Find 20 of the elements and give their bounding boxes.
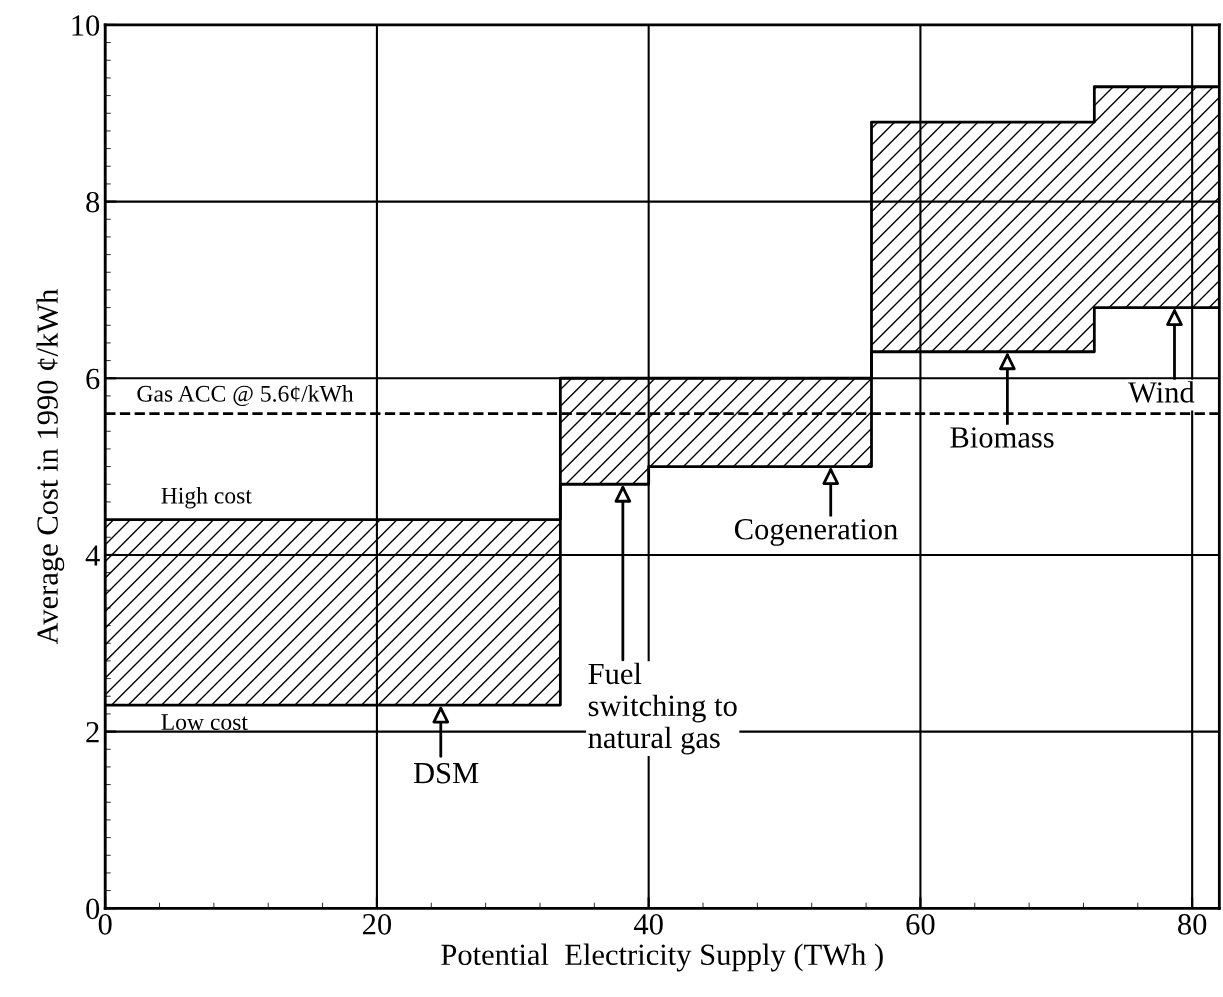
annotation: Fuel switching to natural gas xyxy=(588,662,737,755)
y-axis-title: Average Cost in 1990 ¢/kWh xyxy=(36,289,65,645)
annotation: Wind xyxy=(1128,381,1195,403)
annotation: DSM xyxy=(413,762,479,784)
y-tick-label: 4 xyxy=(85,545,100,566)
x-tick-label: 80 xyxy=(1178,914,1207,935)
ref-line-label: Gas ACC @ 5.6¢/kWh xyxy=(137,385,354,406)
x-axis-title: Potential Electricity Supply (TWh ) xyxy=(441,943,883,972)
series-label: Low cost xyxy=(161,714,248,731)
x-tick-label: 60 xyxy=(906,914,935,935)
y-tick-label: 8 xyxy=(86,191,100,213)
y-tick-label: 2 xyxy=(86,721,99,743)
x-tick-label: 20 xyxy=(362,914,392,935)
y-tick-label: 10 xyxy=(72,15,100,36)
x-tick-label: 40 xyxy=(633,914,663,935)
annotation: Biomass xyxy=(950,427,1054,448)
annotation: Cogeneration xyxy=(734,518,898,546)
series-label: High cost xyxy=(161,487,252,509)
y-tick-label: 0 xyxy=(86,898,100,920)
y-tick-label: 6 xyxy=(86,368,100,390)
